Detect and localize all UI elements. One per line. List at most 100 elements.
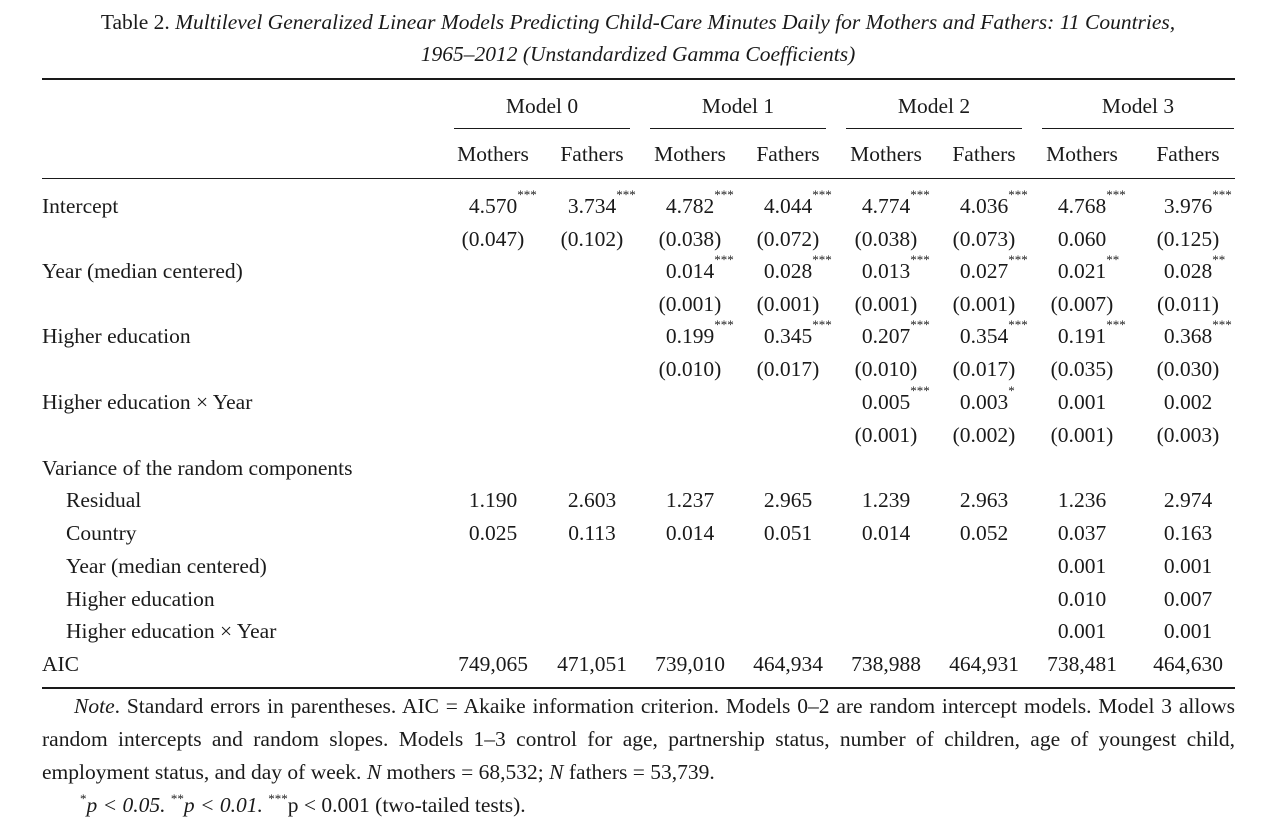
coefficient-value: 4.044 (763, 194, 813, 218)
standard-error: (0.011) (1157, 292, 1219, 316)
variance-value: 0.037 (1057, 521, 1107, 545)
row-label: Higher education (42, 324, 191, 348)
standard-error: (0.007) (1050, 292, 1114, 316)
aic-value: 739,010 (655, 652, 725, 676)
significance-stars: * (1008, 383, 1015, 398)
variance-value: 0.163 (1163, 521, 1213, 545)
standard-error: (0.010) (658, 357, 722, 381)
row-label: Higher education × Year (42, 390, 253, 414)
model-header-rule (454, 128, 630, 130)
aic-label: AIC (42, 652, 80, 676)
variance-value: 0.051 (763, 521, 813, 545)
standard-error: (0.125) (1156, 227, 1220, 251)
n-fathers-text: fathers = 53,739. (563, 760, 715, 784)
standard-error: (0.102) (560, 227, 624, 251)
variance-row-label: Residual (66, 488, 142, 512)
significance-stars: *** (1212, 317, 1232, 332)
model-header-rule (650, 128, 826, 130)
coefficient-value: 0.002 (1163, 390, 1213, 414)
standard-error: (0.017) (952, 357, 1016, 381)
standard-error: (0.072) (756, 227, 820, 251)
standard-error: (0.003) (1156, 423, 1220, 447)
variance-value: 1.236 (1057, 488, 1107, 512)
variance-value: 0.025 (468, 521, 518, 545)
coefficient: 3.734 *** (567, 188, 636, 218)
column-header: Mothers (850, 142, 922, 166)
significance-stars: *** (1008, 317, 1028, 332)
sig-text-3: p < 0.001 (two-tailed tests). (287, 793, 526, 817)
column-header: Fathers (952, 142, 1016, 166)
sig-text-2: p < 0.01. (183, 793, 269, 817)
variance-value: 0.052 (959, 521, 1009, 545)
coefficient-value: 0.028 (1163, 259, 1213, 283)
aic-value: 738,988 (851, 652, 921, 676)
coefficient-value: 3.734 (567, 194, 617, 218)
variance-heading: Variance of the random components (42, 456, 353, 480)
table-title-line1: Multilevel Generalized Linear Models Pre… (175, 10, 1176, 34)
significance-stars: *** (910, 252, 930, 267)
coefficient: 4.036 *** (959, 188, 1028, 218)
column-header: Mothers (457, 142, 529, 166)
column-header: Mothers (654, 142, 726, 166)
coefficient: 0.001 (1058, 390, 1106, 414)
coefficient: 4.768 *** (1058, 188, 1126, 218)
coefficient-value: 4.570 (468, 194, 518, 218)
header-rule (42, 178, 1235, 180)
aic-value: 471,051 (557, 652, 627, 676)
aic-value: 749,065 (458, 652, 528, 676)
standard-error: (0.073) (952, 227, 1016, 251)
coefficient: 0.345 *** (764, 318, 832, 348)
model-header: Model 0 (505, 94, 579, 118)
sig-star-3: *** (268, 791, 288, 806)
coefficient: 0.368 *** (1164, 318, 1232, 348)
sig-text-1: p < 0.05. (86, 793, 171, 817)
coefficient: 0.021 ** (1058, 253, 1119, 283)
significance-stars: *** (910, 317, 930, 332)
significance-stars: *** (714, 187, 734, 202)
coefficient-value: 0.354 (959, 324, 1009, 348)
n-fathers-label: N (549, 760, 564, 784)
column-header: Fathers (756, 142, 820, 166)
coefficient: 0.028 *** (764, 253, 832, 283)
variance-value: 0.014 (861, 521, 911, 545)
variance-value: 0.113 (568, 521, 616, 545)
variance-value: 2.963 (959, 488, 1009, 512)
sig-star-2: ** (170, 791, 184, 806)
standard-error: (0.017) (756, 357, 820, 381)
aic-value: 738,481 (1047, 652, 1117, 676)
coefficient-value: 0.191 (1057, 324, 1107, 348)
standard-error: (0.047) (461, 227, 525, 251)
column-header: Mothers (1046, 142, 1118, 166)
standard-error: (0.035) (1050, 357, 1114, 381)
table-title-line2: 1965–2012 (Unstandardized Gamma Coeffici… (420, 42, 856, 66)
significance-stars: *** (812, 187, 832, 202)
standard-error: (0.038) (854, 227, 918, 251)
variance-value: 0.010 (1057, 587, 1107, 611)
significance-stars: *** (812, 317, 832, 332)
coefficient-value: 0.014 (665, 259, 715, 283)
coefficient: 0.027 *** (960, 253, 1028, 283)
sig-star-1: * (80, 791, 87, 806)
variance-value: 1.239 (861, 488, 911, 512)
variance-value: 0.001 (1057, 554, 1107, 578)
aic-value: 464,931 (949, 652, 1019, 676)
significance-stars: *** (1106, 187, 1126, 202)
standard-error: (0.001) (854, 423, 918, 447)
variance-value: 2.974 (1163, 488, 1213, 512)
coefficient-value: 4.036 (959, 194, 1009, 218)
coefficient: 0.003 * (960, 384, 1015, 414)
coefficient: 0.199 *** (666, 318, 734, 348)
variance-row-label: Year (median centered) (66, 554, 267, 578)
standard-error: (0.001) (854, 292, 918, 316)
variance-value: 0.001 (1163, 619, 1213, 643)
note-text: . Standard errors in parentheses. AIC = … (42, 694, 1235, 784)
coefficient: 0.013 *** (862, 253, 930, 283)
coefficient: 4.570 *** (468, 188, 537, 218)
variance-row-label: Country (66, 521, 137, 545)
standard-error: (0.030) (1156, 357, 1220, 381)
significance-stars: ** (1212, 252, 1226, 267)
coefficient: 4.782 *** (666, 188, 734, 218)
coefficient: 0.014 *** (665, 253, 734, 283)
variance-value: 0.007 (1163, 587, 1213, 611)
coefficient-value: 0.001 (1057, 390, 1107, 414)
